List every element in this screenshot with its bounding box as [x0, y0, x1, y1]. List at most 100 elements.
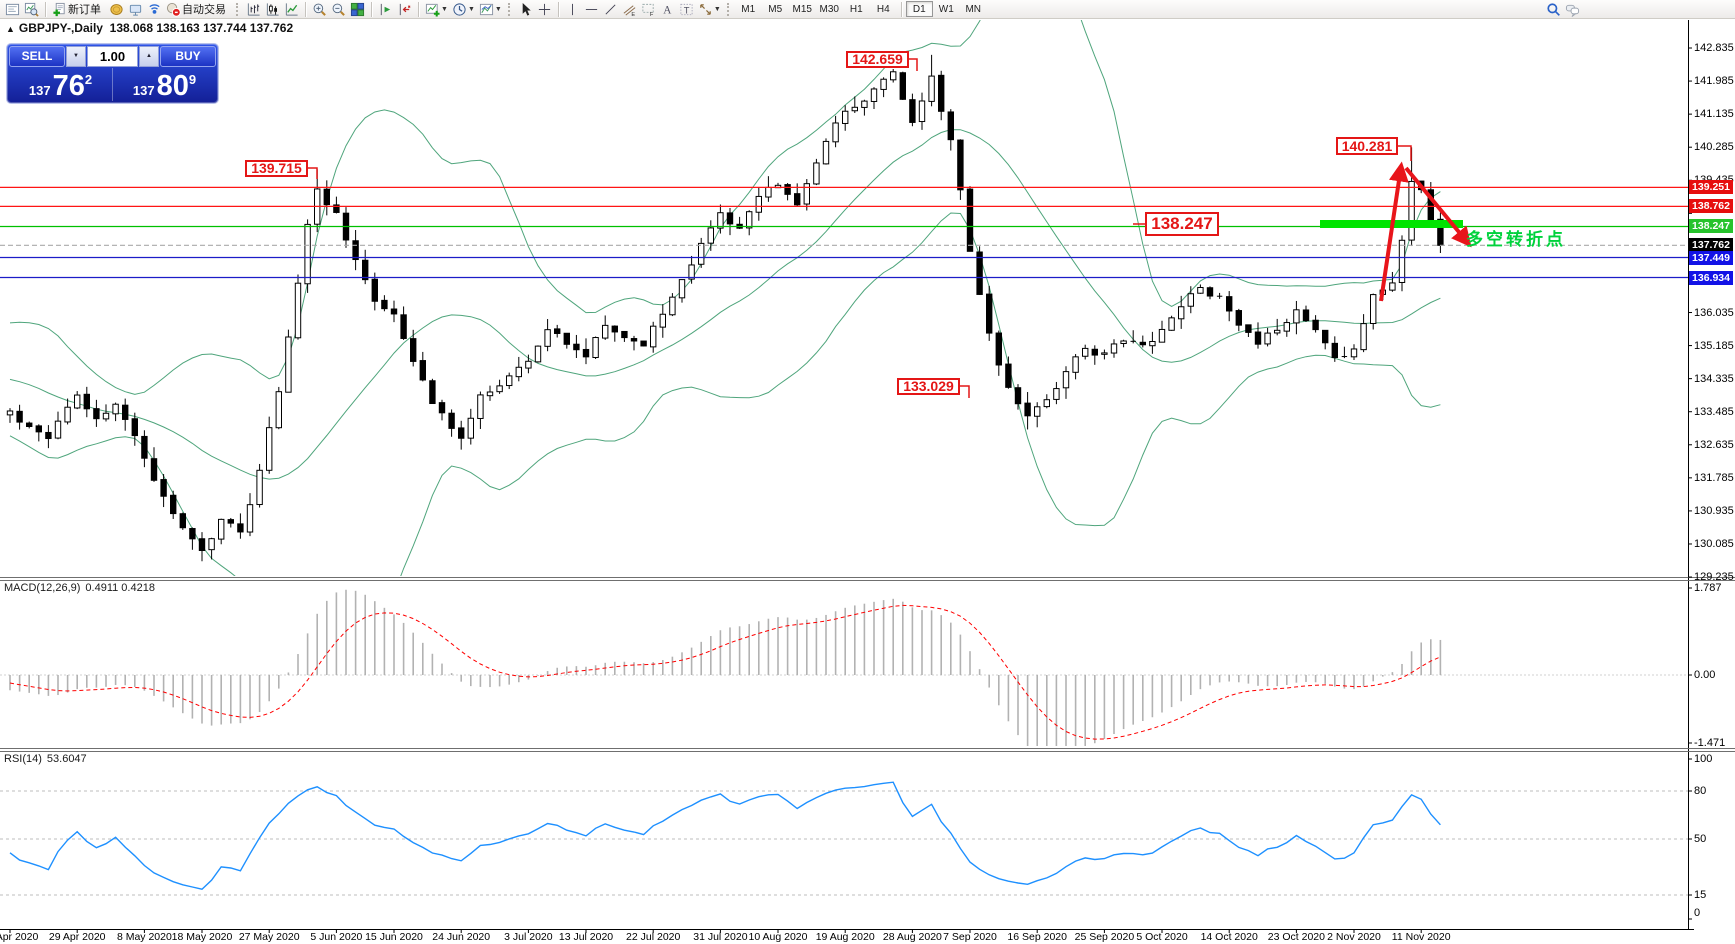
price-tick-label: 135.185: [1694, 339, 1734, 352]
buy-price[interactable]: 137 80 9: [112, 68, 216, 101]
chevron-down-icon: ▼: [713, 5, 721, 13]
svg-text:T: T: [684, 5, 690, 15]
equidistant-channel-tool[interactable]: E: [620, 1, 639, 18]
timeframe-MN[interactable]: MN: [965, 4, 982, 15]
history-center-icon[interactable]: [107, 1, 126, 18]
volume-decrease-button[interactable]: ▼: [66, 46, 86, 67]
date-label: 15 Jun 2020: [365, 931, 423, 943]
templates-dropdown[interactable]: ▼: [477, 1, 504, 18]
date-label: 20 Apr 2020: [0, 931, 39, 943]
price-annotation: 138.247: [1145, 212, 1219, 236]
indicators-dropdown[interactable]: ▼: [423, 1, 450, 18]
auto-trading-button[interactable]: 自动交易: [164, 1, 232, 18]
chevron-down-icon: ▼: [441, 5, 448, 13]
main-chart-layer: [6, 20, 1444, 576]
zoom-out-icon[interactable]: [329, 1, 348, 18]
trendline-tool[interactable]: [601, 1, 620, 18]
chart-candles-icon[interactable]: [263, 1, 282, 18]
timeframe-M5[interactable]: M5: [768, 4, 783, 15]
svg-text:F: F: [650, 12, 654, 17]
rsi-layer: [0, 781, 1688, 896]
vertical-line-tool[interactable]: [563, 1, 582, 18]
timeframe-H1[interactable]: H1: [849, 4, 863, 15]
volume-increase-button[interactable]: ▲: [139, 46, 159, 67]
market-watch-icon[interactable]: [3, 1, 22, 18]
timeframe-H4[interactable]: H4: [876, 4, 890, 15]
macd-label: MACD(12,26,9) 0.4911 0.4218: [4, 582, 155, 594]
price-annotation: 139.715: [245, 160, 308, 177]
timeframe-M1[interactable]: M1: [741, 4, 756, 15]
tick-chart-icon[interactable]: [22, 1, 41, 18]
buy-button[interactable]: BUY: [160, 46, 216, 67]
price-badge: 137.449: [1689, 250, 1733, 265]
date-label: 10 Aug 2020: [748, 931, 808, 943]
auto-trading-label: 自动交易: [182, 4, 226, 16]
price-tick-label: 141.135: [1694, 108, 1734, 121]
symbol-name: GBPJPY-,Daily: [18, 21, 103, 35]
horizontal-line-tool[interactable]: [582, 1, 601, 18]
fibonacci-tool[interactable]: F: [639, 1, 658, 18]
date-label: 2 Nov 2020: [1327, 931, 1381, 943]
price-tick-label: 134.335: [1694, 372, 1734, 385]
chart-shift-icon[interactable]: [395, 1, 414, 18]
date-label: 22 Jul 2020: [626, 931, 681, 943]
collapse-arrow-icon[interactable]: ▲: [6, 24, 15, 34]
crosshair-tool[interactable]: [535, 1, 554, 18]
sell-price[interactable]: 137 76 2: [28, 70, 93, 102]
date-label: 5 Jun 2020: [310, 931, 363, 943]
new-order-button[interactable]: 新订单: [50, 1, 107, 18]
price-badge: 139.251: [1689, 180, 1733, 195]
rsi-scale-label: 15: [1694, 889, 1707, 901]
timeframe-W1[interactable]: W1: [938, 4, 954, 15]
date-label: 5 Oct 2020: [1136, 931, 1188, 943]
price-tick-label: 133.485: [1694, 405, 1734, 418]
price-tick-label: 131.785: [1694, 471, 1734, 484]
chat-icon[interactable]: [1563, 1, 1582, 18]
auto-scroll-icon[interactable]: [376, 1, 395, 18]
date-label: 23 Oct 2020: [1267, 931, 1325, 943]
zoom-in-icon[interactable]: [310, 1, 329, 18]
rsi-scale-label: 80: [1694, 785, 1707, 797]
search-icon[interactable]: [1544, 1, 1563, 18]
periods-dropdown[interactable]: ▼: [450, 1, 477, 18]
date-label: 11 Nov 2020: [1391, 931, 1451, 943]
date-label: 31 Jul 2020: [693, 931, 748, 943]
date-label: 24 Jun 2020: [432, 931, 491, 943]
text-tool[interactable]: A: [658, 1, 677, 18]
macd-scale-label: -1.471: [1694, 737, 1726, 749]
chart-line-icon[interactable]: [282, 1, 301, 18]
date-label: 3 Jul 2020: [504, 931, 553, 943]
chart-bars-icon[interactable]: [244, 1, 263, 18]
rsi-scale-label: 50: [1694, 833, 1707, 845]
macd-values: 0.4911 0.4218: [85, 582, 155, 594]
price-annotation: 133.029: [897, 378, 960, 395]
price-badge: 137.762: [1689, 238, 1733, 253]
date-label: 18 May 2020: [171, 931, 233, 943]
date-label: 13 Jul 2020: [558, 931, 614, 943]
price-tick-label: 130.085: [1694, 537, 1734, 550]
date-label: 28 Aug 2020: [882, 931, 942, 943]
macd-scale-label: 0.00: [1694, 669, 1716, 681]
cursor-tool[interactable]: [516, 1, 535, 18]
rsi-label: RSI(14) 53.6047: [4, 753, 87, 765]
rsi-scale-label: 100: [1694, 753, 1713, 765]
virtual-hosting-icon[interactable]: [126, 1, 145, 18]
chinese-annotation: 多空转折点: [1466, 230, 1566, 249]
date-label: 25 Sep 2020: [1074, 931, 1135, 943]
price-tick-label: 130.935: [1694, 504, 1734, 517]
text-label-tool[interactable]: T: [677, 1, 696, 18]
timeframe-D1[interactable]: D1: [905, 1, 933, 17]
volume-input[interactable]: 1.00: [87, 46, 138, 67]
timeframe-M15[interactable]: M15: [792, 4, 812, 15]
date-label: 27 May 2020: [238, 931, 300, 943]
timeframe-M30[interactable]: M30: [819, 4, 839, 15]
arrows-dropdown[interactable]: ▼: [696, 1, 723, 18]
tile-windows-icon[interactable]: [348, 1, 367, 18]
svg-text:A: A: [663, 4, 672, 16]
signals-icon[interactable]: [145, 1, 164, 18]
sell-button[interactable]: SELL: [9, 46, 65, 67]
date-label: 19 Aug 2020: [815, 931, 875, 943]
price-tick-label: 136.035: [1694, 306, 1734, 319]
price-badge: 138.247: [1689, 219, 1733, 234]
